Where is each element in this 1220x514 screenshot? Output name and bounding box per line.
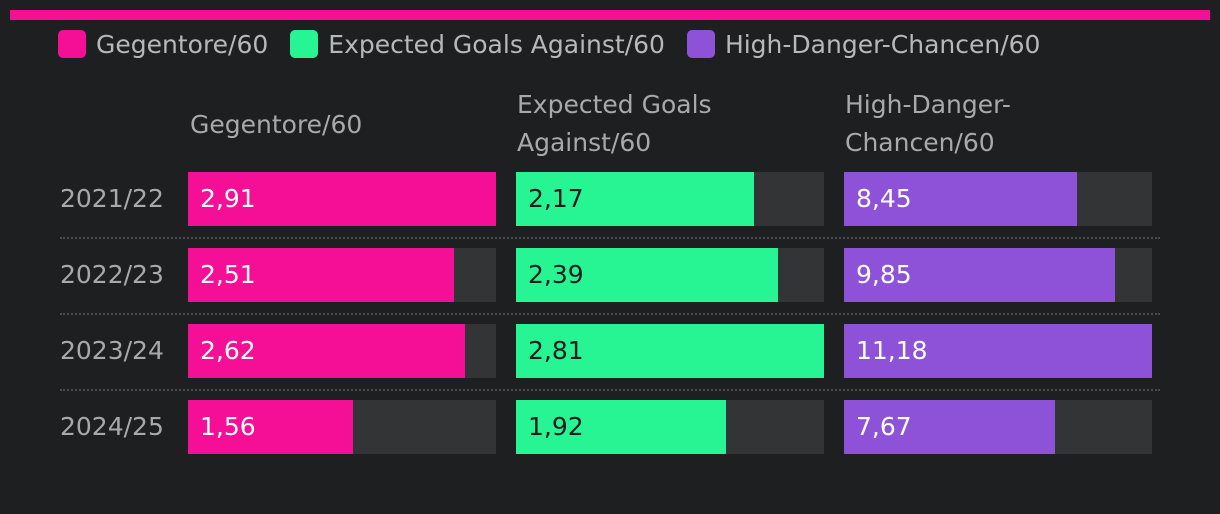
bar-track-gegentore-60: 2,91 bbox=[188, 172, 496, 226]
column-header-xga: Expected Goals Against/60 bbox=[517, 86, 817, 162]
legend-swatch-gegentore bbox=[58, 30, 86, 58]
bar-track-high-danger-chancen-60: 11,18 bbox=[844, 324, 1152, 378]
bar-expected-goals-against-60-2021-22 bbox=[516, 172, 754, 226]
data-label: 8,45 bbox=[856, 184, 912, 213]
data-label: 2,39 bbox=[528, 260, 584, 289]
legend-swatch-hdc bbox=[686, 30, 715, 58]
legend-label-xga: Expected Goals Against/60 bbox=[328, 29, 665, 59]
bar-gegentore-60-2022-23 bbox=[188, 248, 454, 302]
bar-gegentore-60-2024-25 bbox=[188, 400, 354, 454]
bar-expected-goals-against-60-2024-25 bbox=[516, 400, 727, 454]
bar-track-high-danger-chancen-60: 8,45 bbox=[844, 172, 1152, 226]
accent-rule bbox=[10, 10, 1210, 20]
legend-label-hdc: High-Danger-Chancen/60 bbox=[724, 29, 1041, 59]
bar-high-danger-chancen-60-2023-24 bbox=[844, 324, 1152, 378]
bar-expected-goals-against-60-2022-23 bbox=[516, 248, 778, 302]
bar-track-gegentore-60: 2,51 bbox=[188, 248, 496, 302]
data-label: 2,62 bbox=[200, 336, 256, 365]
data-label: 2,51 bbox=[200, 260, 256, 289]
bar-track-gegentore-60: 1,56 bbox=[188, 400, 496, 454]
data-label: 1,56 bbox=[200, 412, 256, 441]
data-label: 2,91 bbox=[200, 184, 256, 213]
row-label-2022-23: 2022/23 bbox=[60, 260, 164, 289]
legend-item-xga: Expected Goals Against/60 bbox=[290, 30, 665, 59]
column-header-hdc: High-Danger- Chancen/60 bbox=[845, 86, 1145, 162]
bar-gegentore-60-2023-24 bbox=[188, 324, 466, 378]
column-header-xga-line2: Against/60 bbox=[517, 128, 652, 157]
bar-gegentore-60-2021-22 bbox=[188, 172, 496, 226]
row-divider bbox=[60, 237, 1160, 239]
column-header-xga-line1: Expected Goals bbox=[517, 90, 712, 119]
legend-item-hdc: High-Danger-Chancen/60 bbox=[686, 29, 1041, 59]
bar-track-expected-goals-against-60: 2,39 bbox=[516, 248, 824, 302]
row-label-2021-22: 2021/22 bbox=[60, 184, 164, 213]
column-header-hdc-line1: High-Danger- bbox=[845, 90, 1011, 119]
row-label-2023-24: 2023/24 bbox=[60, 336, 164, 365]
data-label: 11,18 bbox=[856, 336, 928, 365]
data-label: 1,92 bbox=[528, 412, 584, 441]
bar-high-danger-chancen-60-2024-25 bbox=[844, 400, 1056, 454]
data-label: 2,17 bbox=[528, 184, 584, 213]
legend-swatch-xga bbox=[290, 30, 319, 58]
legend-item-gegentore: Gegentore/60 bbox=[58, 30, 268, 59]
bar-track-high-danger-chancen-60: 9,85 bbox=[844, 248, 1152, 302]
legend-label-gegentore: Gegentore/60 bbox=[96, 29, 269, 59]
row-label-2024-25: 2024/25 bbox=[60, 412, 164, 441]
bar-track-expected-goals-against-60: 1,92 bbox=[516, 400, 824, 454]
bar-track-expected-goals-against-60: 2,81 bbox=[516, 324, 824, 378]
data-label: 2,81 bbox=[528, 336, 584, 365]
bar-track-gegentore-60: 2,62 bbox=[188, 324, 496, 378]
bar-high-danger-chancen-60-2021-22 bbox=[844, 172, 1077, 226]
column-header-gegentore-line1: Gegentore/60 bbox=[190, 110, 363, 139]
data-label: 9,85 bbox=[856, 260, 912, 289]
column-header-hdc-line2: Chancen/60 bbox=[845, 128, 995, 157]
bar-track-high-danger-chancen-60: 7,67 bbox=[844, 400, 1152, 454]
row-divider bbox=[60, 389, 1160, 391]
bar-high-danger-chancen-60-2022-23 bbox=[844, 248, 1116, 302]
data-label: 7,67 bbox=[856, 412, 912, 441]
legend: Gegentore/60 Expected Goals Against/60 H… bbox=[58, 28, 1040, 60]
column-header-gegentore: Gegentore/60 bbox=[190, 106, 490, 144]
row-divider bbox=[60, 313, 1160, 315]
bar-expected-goals-against-60-2023-24 bbox=[516, 324, 824, 378]
bar-track-expected-goals-against-60: 2,17 bbox=[516, 172, 824, 226]
